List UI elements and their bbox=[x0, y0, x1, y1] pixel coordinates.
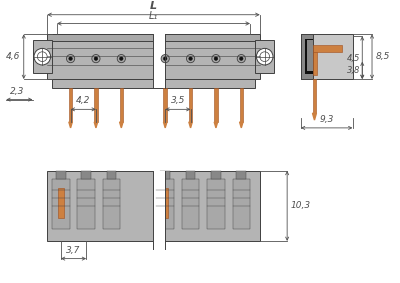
Bar bbox=[312, 79, 316, 113]
Circle shape bbox=[66, 55, 75, 63]
Circle shape bbox=[161, 55, 169, 63]
Bar bbox=[69, 88, 72, 122]
Bar bbox=[58, 188, 64, 218]
Polygon shape bbox=[240, 122, 243, 128]
Bar bbox=[164, 88, 167, 122]
Bar bbox=[47, 34, 260, 41]
Polygon shape bbox=[312, 113, 316, 120]
Circle shape bbox=[214, 57, 218, 60]
Text: 4,5: 4,5 bbox=[347, 54, 360, 63]
Circle shape bbox=[186, 55, 195, 63]
Circle shape bbox=[117, 55, 125, 63]
Bar bbox=[236, 171, 246, 179]
Bar bbox=[154, 171, 165, 249]
Bar bbox=[78, 179, 95, 229]
Circle shape bbox=[120, 57, 123, 60]
Bar bbox=[305, 39, 314, 74]
Polygon shape bbox=[164, 122, 167, 128]
Bar bbox=[81, 171, 91, 179]
Bar bbox=[312, 52, 317, 75]
Bar bbox=[52, 179, 70, 229]
Bar bbox=[47, 171, 260, 241]
Polygon shape bbox=[120, 122, 123, 128]
Text: 4,2: 4,2 bbox=[76, 97, 90, 106]
Polygon shape bbox=[214, 122, 218, 128]
Bar bbox=[162, 188, 168, 218]
Bar bbox=[56, 171, 66, 179]
Bar bbox=[189, 88, 192, 122]
Text: 2,3: 2,3 bbox=[10, 87, 24, 96]
Bar bbox=[182, 179, 199, 229]
Circle shape bbox=[92, 55, 100, 63]
Bar bbox=[301, 34, 352, 79]
Bar bbox=[154, 27, 165, 88]
Bar bbox=[156, 179, 174, 229]
Bar bbox=[107, 171, 116, 179]
Circle shape bbox=[34, 48, 50, 65]
Bar bbox=[255, 40, 274, 73]
Bar bbox=[47, 34, 260, 79]
Bar bbox=[232, 179, 250, 229]
Circle shape bbox=[240, 57, 243, 60]
Circle shape bbox=[212, 55, 220, 63]
Text: L₁: L₁ bbox=[149, 10, 158, 21]
Bar bbox=[120, 88, 123, 122]
Polygon shape bbox=[69, 122, 72, 128]
Bar bbox=[207, 179, 225, 229]
Text: 3,7: 3,7 bbox=[66, 246, 81, 255]
Bar bbox=[52, 79, 255, 88]
Circle shape bbox=[256, 48, 273, 65]
Circle shape bbox=[164, 57, 167, 60]
Bar bbox=[214, 88, 218, 122]
Circle shape bbox=[237, 55, 245, 63]
Bar bbox=[186, 171, 196, 179]
Circle shape bbox=[69, 57, 72, 60]
Bar bbox=[307, 40, 314, 71]
Bar bbox=[312, 45, 342, 52]
Text: L: L bbox=[150, 1, 157, 11]
Polygon shape bbox=[94, 122, 98, 128]
Text: 9,3: 9,3 bbox=[320, 115, 334, 124]
Bar bbox=[32, 40, 52, 73]
Circle shape bbox=[94, 57, 98, 60]
Text: 3,8: 3,8 bbox=[347, 66, 360, 75]
Circle shape bbox=[189, 57, 192, 60]
Bar bbox=[103, 179, 120, 229]
Text: 10,3: 10,3 bbox=[291, 201, 311, 211]
Bar bbox=[94, 88, 98, 122]
Text: 3,5: 3,5 bbox=[171, 97, 185, 106]
Bar bbox=[301, 34, 314, 79]
Text: 4,6: 4,6 bbox=[6, 52, 20, 61]
Polygon shape bbox=[189, 122, 192, 128]
Bar bbox=[211, 171, 221, 179]
Text: 8,5: 8,5 bbox=[376, 52, 390, 61]
Bar bbox=[160, 171, 170, 179]
Bar bbox=[240, 88, 243, 122]
